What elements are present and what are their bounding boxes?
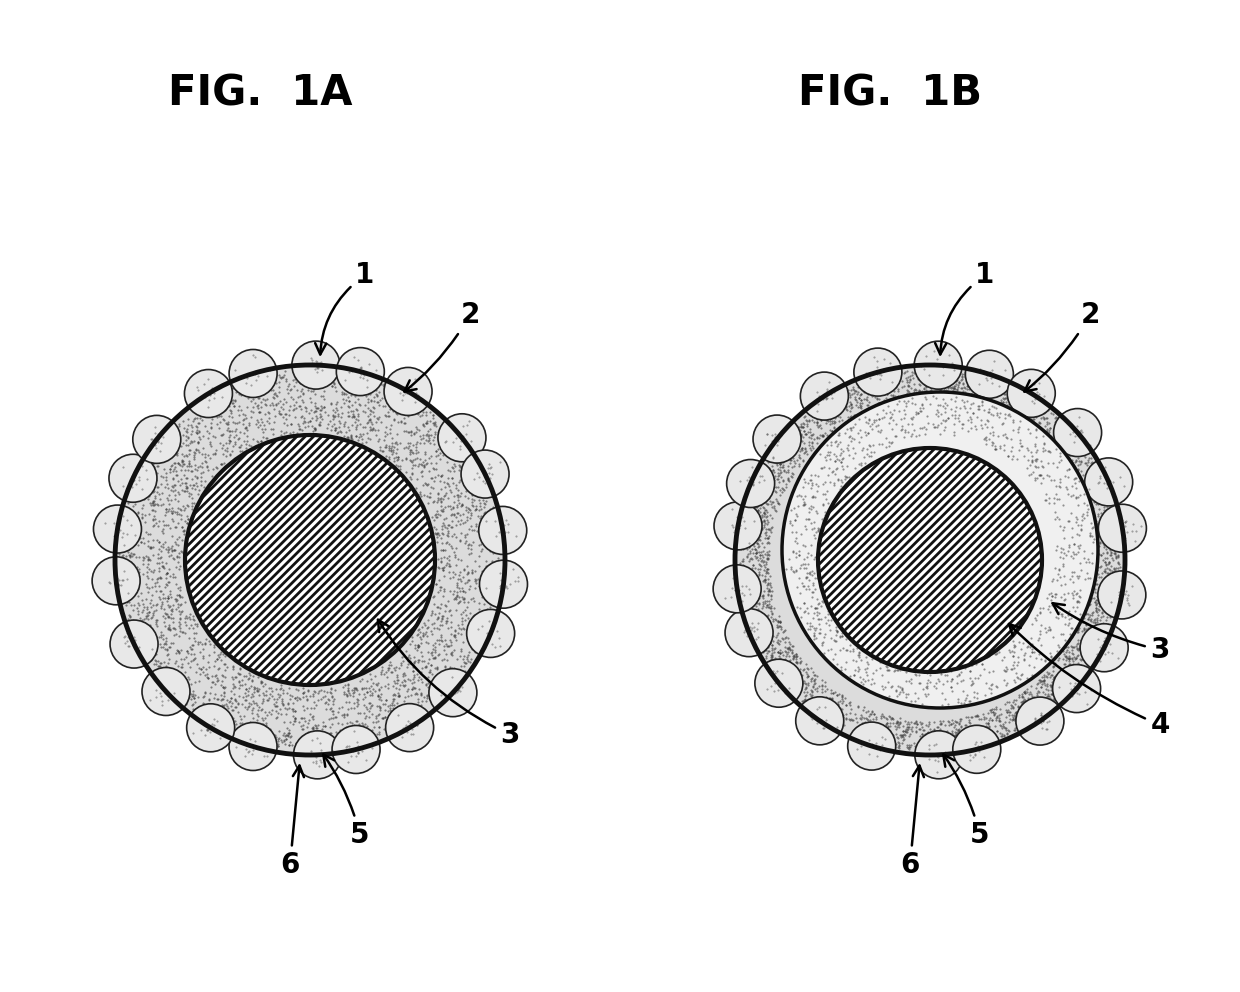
Text: FIG.  1A: FIG. 1A xyxy=(167,72,352,114)
Circle shape xyxy=(133,416,181,463)
Circle shape xyxy=(479,507,527,555)
Circle shape xyxy=(952,725,1001,774)
Text: 1: 1 xyxy=(315,261,374,354)
Circle shape xyxy=(854,348,901,396)
Circle shape xyxy=(1099,504,1147,553)
Circle shape xyxy=(229,722,277,771)
Circle shape xyxy=(115,365,505,755)
Circle shape xyxy=(966,350,1013,398)
Circle shape xyxy=(755,660,802,707)
Text: 2: 2 xyxy=(404,301,480,392)
Circle shape xyxy=(336,347,384,396)
Circle shape xyxy=(386,703,434,752)
Circle shape xyxy=(294,731,341,779)
Circle shape xyxy=(92,557,140,605)
Circle shape xyxy=(185,370,232,418)
Circle shape xyxy=(1085,458,1132,506)
Circle shape xyxy=(818,448,1042,672)
Circle shape xyxy=(143,668,190,715)
Text: 5: 5 xyxy=(944,755,990,849)
Text: 2: 2 xyxy=(1024,301,1100,392)
Circle shape xyxy=(93,505,141,554)
Circle shape xyxy=(713,564,761,613)
Circle shape xyxy=(1016,697,1064,745)
Text: 6: 6 xyxy=(280,766,304,879)
Text: 1: 1 xyxy=(935,261,994,354)
Circle shape xyxy=(914,341,962,389)
Circle shape xyxy=(800,372,848,420)
Circle shape xyxy=(848,722,895,770)
Circle shape xyxy=(438,414,486,462)
Circle shape xyxy=(332,725,379,774)
Circle shape xyxy=(915,731,962,779)
Circle shape xyxy=(187,703,234,752)
Circle shape xyxy=(796,696,843,745)
Circle shape xyxy=(185,435,435,685)
Text: 4: 4 xyxy=(1009,624,1169,739)
Circle shape xyxy=(725,609,773,657)
Circle shape xyxy=(429,669,477,716)
Text: 5: 5 xyxy=(324,755,370,849)
Circle shape xyxy=(735,365,1125,755)
Circle shape xyxy=(1097,571,1146,619)
Circle shape xyxy=(714,502,763,550)
Circle shape xyxy=(384,367,432,416)
Circle shape xyxy=(727,459,775,508)
Circle shape xyxy=(466,609,515,658)
Text: 3: 3 xyxy=(378,620,520,749)
Circle shape xyxy=(1054,409,1101,456)
Circle shape xyxy=(480,560,527,608)
Circle shape xyxy=(229,349,277,398)
Circle shape xyxy=(753,415,801,463)
Circle shape xyxy=(782,392,1097,708)
Circle shape xyxy=(1053,665,1101,712)
Text: 3: 3 xyxy=(1053,603,1169,664)
Circle shape xyxy=(1007,369,1055,418)
Text: 6: 6 xyxy=(900,766,924,879)
Circle shape xyxy=(1080,624,1128,672)
Circle shape xyxy=(110,620,157,668)
Circle shape xyxy=(109,454,157,502)
Text: FIG.  1B: FIG. 1B xyxy=(799,72,982,114)
Circle shape xyxy=(461,450,510,498)
Circle shape xyxy=(291,341,340,389)
